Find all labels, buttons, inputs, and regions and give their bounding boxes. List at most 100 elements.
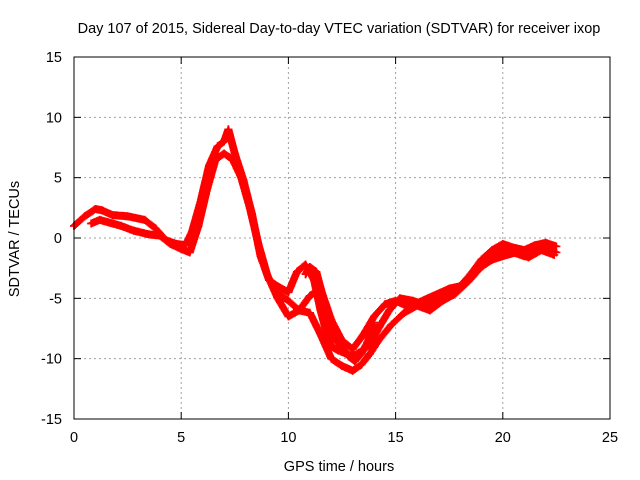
data-point — [117, 221, 126, 230]
data-point — [108, 211, 117, 220]
data-point — [387, 320, 396, 329]
y-tick-label: -5 — [49, 291, 62, 307]
data-point — [97, 206, 106, 215]
data-point — [331, 336, 340, 345]
data-point — [284, 288, 293, 297]
data-point — [284, 312, 293, 321]
data-point — [530, 241, 539, 250]
data-point — [325, 324, 334, 333]
data-point — [155, 231, 164, 240]
data-point — [284, 296, 293, 305]
data-point — [363, 337, 372, 346]
data-point — [445, 284, 454, 293]
data-point — [202, 185, 211, 194]
data-point — [95, 215, 104, 224]
data-point — [520, 246, 529, 255]
data-point — [391, 296, 400, 305]
data-point — [350, 357, 359, 366]
data-point — [400, 308, 409, 317]
data-point — [273, 289, 282, 298]
data-point — [301, 270, 310, 279]
y-tick-label: -15 — [41, 412, 62, 428]
data-point — [550, 250, 559, 259]
x-tick-label: 20 — [495, 430, 511, 446]
axis-ticks: 0 5 10 15 20 25 -15 -10 -5 0 5 10 15 — [41, 50, 618, 446]
data-point — [338, 342, 346, 351]
series-trace-3 — [273, 238, 561, 354]
data-point — [123, 212, 132, 221]
data-point — [130, 226, 139, 235]
data-point — [301, 260, 310, 269]
x-axis-label: GPS time / hours — [284, 459, 394, 475]
data-point — [305, 262, 314, 271]
y-axis-label: SDTVAR / TECUs — [7, 181, 23, 297]
data-point — [140, 215, 149, 224]
x-tick-label: 0 — [70, 430, 78, 446]
data-point — [338, 361, 346, 370]
data-point — [220, 149, 229, 158]
data-point — [380, 300, 389, 309]
data-point — [224, 125, 233, 134]
data-point — [434, 289, 443, 298]
data-point — [541, 238, 550, 247]
data-point — [477, 255, 486, 264]
data-point — [348, 345, 357, 354]
data-point — [237, 173, 246, 182]
data-point — [438, 296, 447, 305]
data-point — [104, 218, 113, 227]
data-point — [423, 294, 432, 303]
data-point — [466, 270, 475, 279]
data-point — [166, 240, 175, 249]
data-point — [359, 330, 368, 339]
data-point — [295, 306, 304, 315]
y-tick-label: 10 — [46, 110, 62, 126]
data-point — [312, 267, 321, 276]
data-point — [151, 224, 160, 233]
x-tick-label: 25 — [602, 430, 618, 446]
data-point — [344, 352, 353, 361]
data-point — [402, 301, 411, 310]
data-point — [230, 149, 239, 158]
data-point — [305, 308, 314, 317]
plot-border — [73, 56, 611, 420]
data-point — [524, 253, 533, 262]
data-point — [333, 346, 342, 355]
data-point — [425, 306, 434, 315]
data-point — [262, 270, 271, 279]
data-point — [318, 291, 327, 300]
data-point — [509, 243, 518, 252]
data-point — [365, 349, 374, 358]
y-tick-label: 5 — [54, 171, 62, 187]
data-point — [194, 221, 203, 230]
y-tick-label: 0 — [54, 231, 62, 247]
x-tick-label: 10 — [280, 430, 296, 446]
x-tick-label: 15 — [388, 430, 404, 446]
data-point — [80, 212, 89, 221]
series-trace-2 — [87, 149, 559, 375]
data-point — [552, 242, 561, 251]
data-point — [245, 203, 254, 212]
data-point — [220, 137, 229, 146]
y-tick-label: 15 — [46, 50, 62, 66]
data-point — [91, 205, 100, 214]
data-point — [488, 255, 497, 264]
data-point — [455, 282, 464, 291]
data-point — [305, 291, 314, 300]
data-point — [370, 318, 379, 327]
data-point — [498, 252, 507, 261]
series-trace-4 — [301, 262, 379, 366]
data-point — [228, 155, 237, 164]
data-point — [177, 244, 186, 253]
data-point — [488, 246, 497, 255]
data-points — [70, 125, 561, 375]
data-point — [357, 360, 366, 369]
data-point — [316, 330, 325, 339]
data-point — [498, 240, 507, 249]
y-tick-label: -10 — [41, 352, 62, 368]
data-point — [87, 219, 96, 228]
data-point — [374, 336, 383, 345]
data-point — [348, 366, 357, 375]
data-point — [185, 248, 194, 257]
